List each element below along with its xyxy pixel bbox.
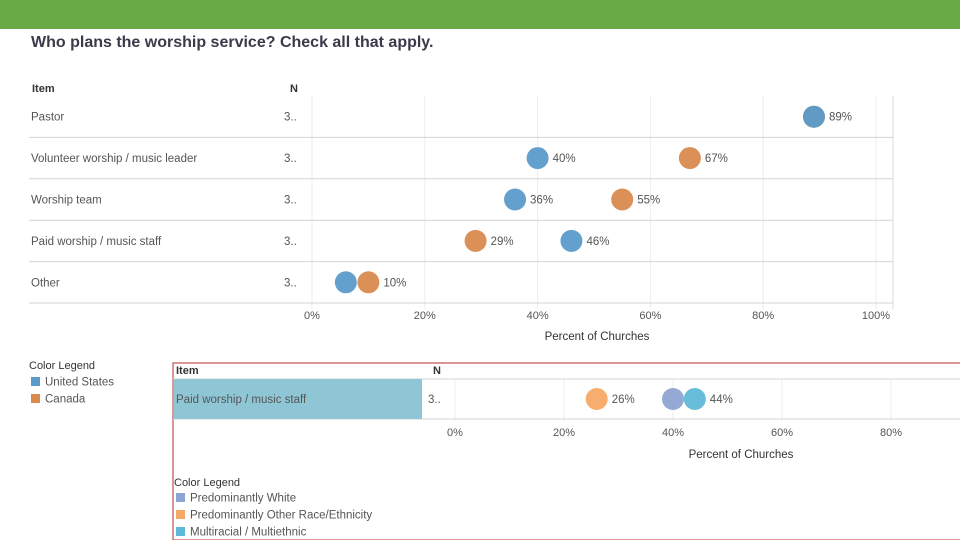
- chart1-data-label: 89%: [829, 112, 852, 124]
- chart1-n-value: 3..: [284, 236, 297, 248]
- chart2-legend-label: Predominantly Other Race/Ethnicity: [190, 510, 372, 522]
- chart1-xtick-label: 80%: [752, 310, 774, 322]
- chart2-highlight-row: [174, 379, 422, 419]
- chart2-xtick-label: 20%: [553, 427, 575, 439]
- chart2-frame: [172, 362, 960, 540]
- chart2-xtick-label: 0%: [447, 427, 463, 439]
- chart1-point-canada: [678, 147, 701, 170]
- chart1-point-united-states: [526, 147, 549, 170]
- chart1-point-united-states: [560, 229, 583, 252]
- chart1-data-label: 55%: [637, 195, 660, 207]
- chart1-category-label: Other: [31, 277, 60, 289]
- chart2-x-axis-title: Percent of Churches: [689, 449, 794, 461]
- chart2-legend-swatch: [176, 510, 185, 519]
- chart1-n-value: 3..: [284, 153, 297, 165]
- chart2-category-label: Paid worship / music staff: [176, 394, 307, 406]
- chart2-n-header: N: [433, 365, 441, 377]
- chart1-data-label: 40%: [553, 153, 576, 165]
- chart1-xtick-label: 20%: [414, 310, 436, 322]
- chart1-data-label: 29%: [491, 236, 514, 248]
- chart2-xtick-label: 60%: [771, 427, 793, 439]
- chart2-legend-swatch: [176, 493, 185, 502]
- chart1-xtick-label: 40%: [527, 310, 549, 322]
- top-banner: [0, 0, 960, 29]
- chart1-data-label: 10%: [383, 277, 406, 289]
- chart2-legend-label: Predominantly White: [190, 493, 296, 505]
- chart2-data-label: 44%: [710, 394, 733, 406]
- chart1-data-label: 67%: [705, 153, 728, 165]
- chart1-data-label: 36%: [530, 195, 553, 207]
- chart1-category-label: Pastor: [31, 112, 64, 124]
- chart1-xtick-label: 100%: [862, 310, 890, 322]
- chart1-n-value: 3..: [284, 277, 297, 289]
- chart2-legend-label: Multiracial / Multiethnic: [190, 527, 307, 539]
- chart1-item-header: Item: [32, 83, 55, 95]
- chart1-legend-label: United States: [45, 377, 114, 389]
- chart2-item-header: Item: [176, 365, 199, 377]
- page-title: Who plans the worship service? Check all…: [31, 34, 434, 51]
- chart1-category-label: Volunteer worship / music leader: [31, 153, 197, 165]
- chart1-legend-title: Color Legend: [29, 360, 95, 372]
- chart2-point-predominantly-other-race-ethnicity: [585, 388, 608, 410]
- chart1-n-value: 3..: [284, 195, 297, 207]
- chart2-legend-swatch: [176, 527, 185, 536]
- chart1-point-united-states: [802, 105, 825, 128]
- chart2-n-value: 3..: [428, 394, 441, 406]
- chart1-point-united-states: [334, 271, 357, 294]
- chart1-point-canada: [357, 271, 380, 294]
- chart1-legend-label: Canada: [45, 394, 86, 406]
- chart1-n-value: 3..: [284, 112, 297, 124]
- chart1-legend-swatch: [31, 377, 40, 386]
- chart2-point-multiracial-multiethnic: [683, 388, 706, 410]
- chart2-point-predominantly-white: [662, 388, 684, 410]
- chart1-category-label: Worship team: [31, 195, 102, 207]
- chart2-data-label: 26%: [612, 394, 635, 406]
- chart1-n-header: N: [290, 83, 298, 95]
- chart1-xtick-label: 60%: [639, 310, 661, 322]
- chart1-point-united-states: [504, 188, 527, 211]
- chart1-legend-swatch: [31, 394, 40, 403]
- chart2-xtick-label: 40%: [662, 427, 684, 439]
- chart1-category-label: Paid worship / music staff: [31, 236, 162, 248]
- chart2-legend-title: Color Legend: [174, 477, 240, 489]
- chart1-point-canada: [464, 229, 487, 252]
- chart1-xtick-label: 0%: [304, 310, 320, 322]
- chart1-x-axis-title: Percent of Churches: [545, 331, 650, 343]
- chart1-data-label: 46%: [586, 236, 609, 248]
- chart2-xtick-label: 80%: [880, 427, 902, 439]
- chart1-point-canada: [611, 188, 634, 211]
